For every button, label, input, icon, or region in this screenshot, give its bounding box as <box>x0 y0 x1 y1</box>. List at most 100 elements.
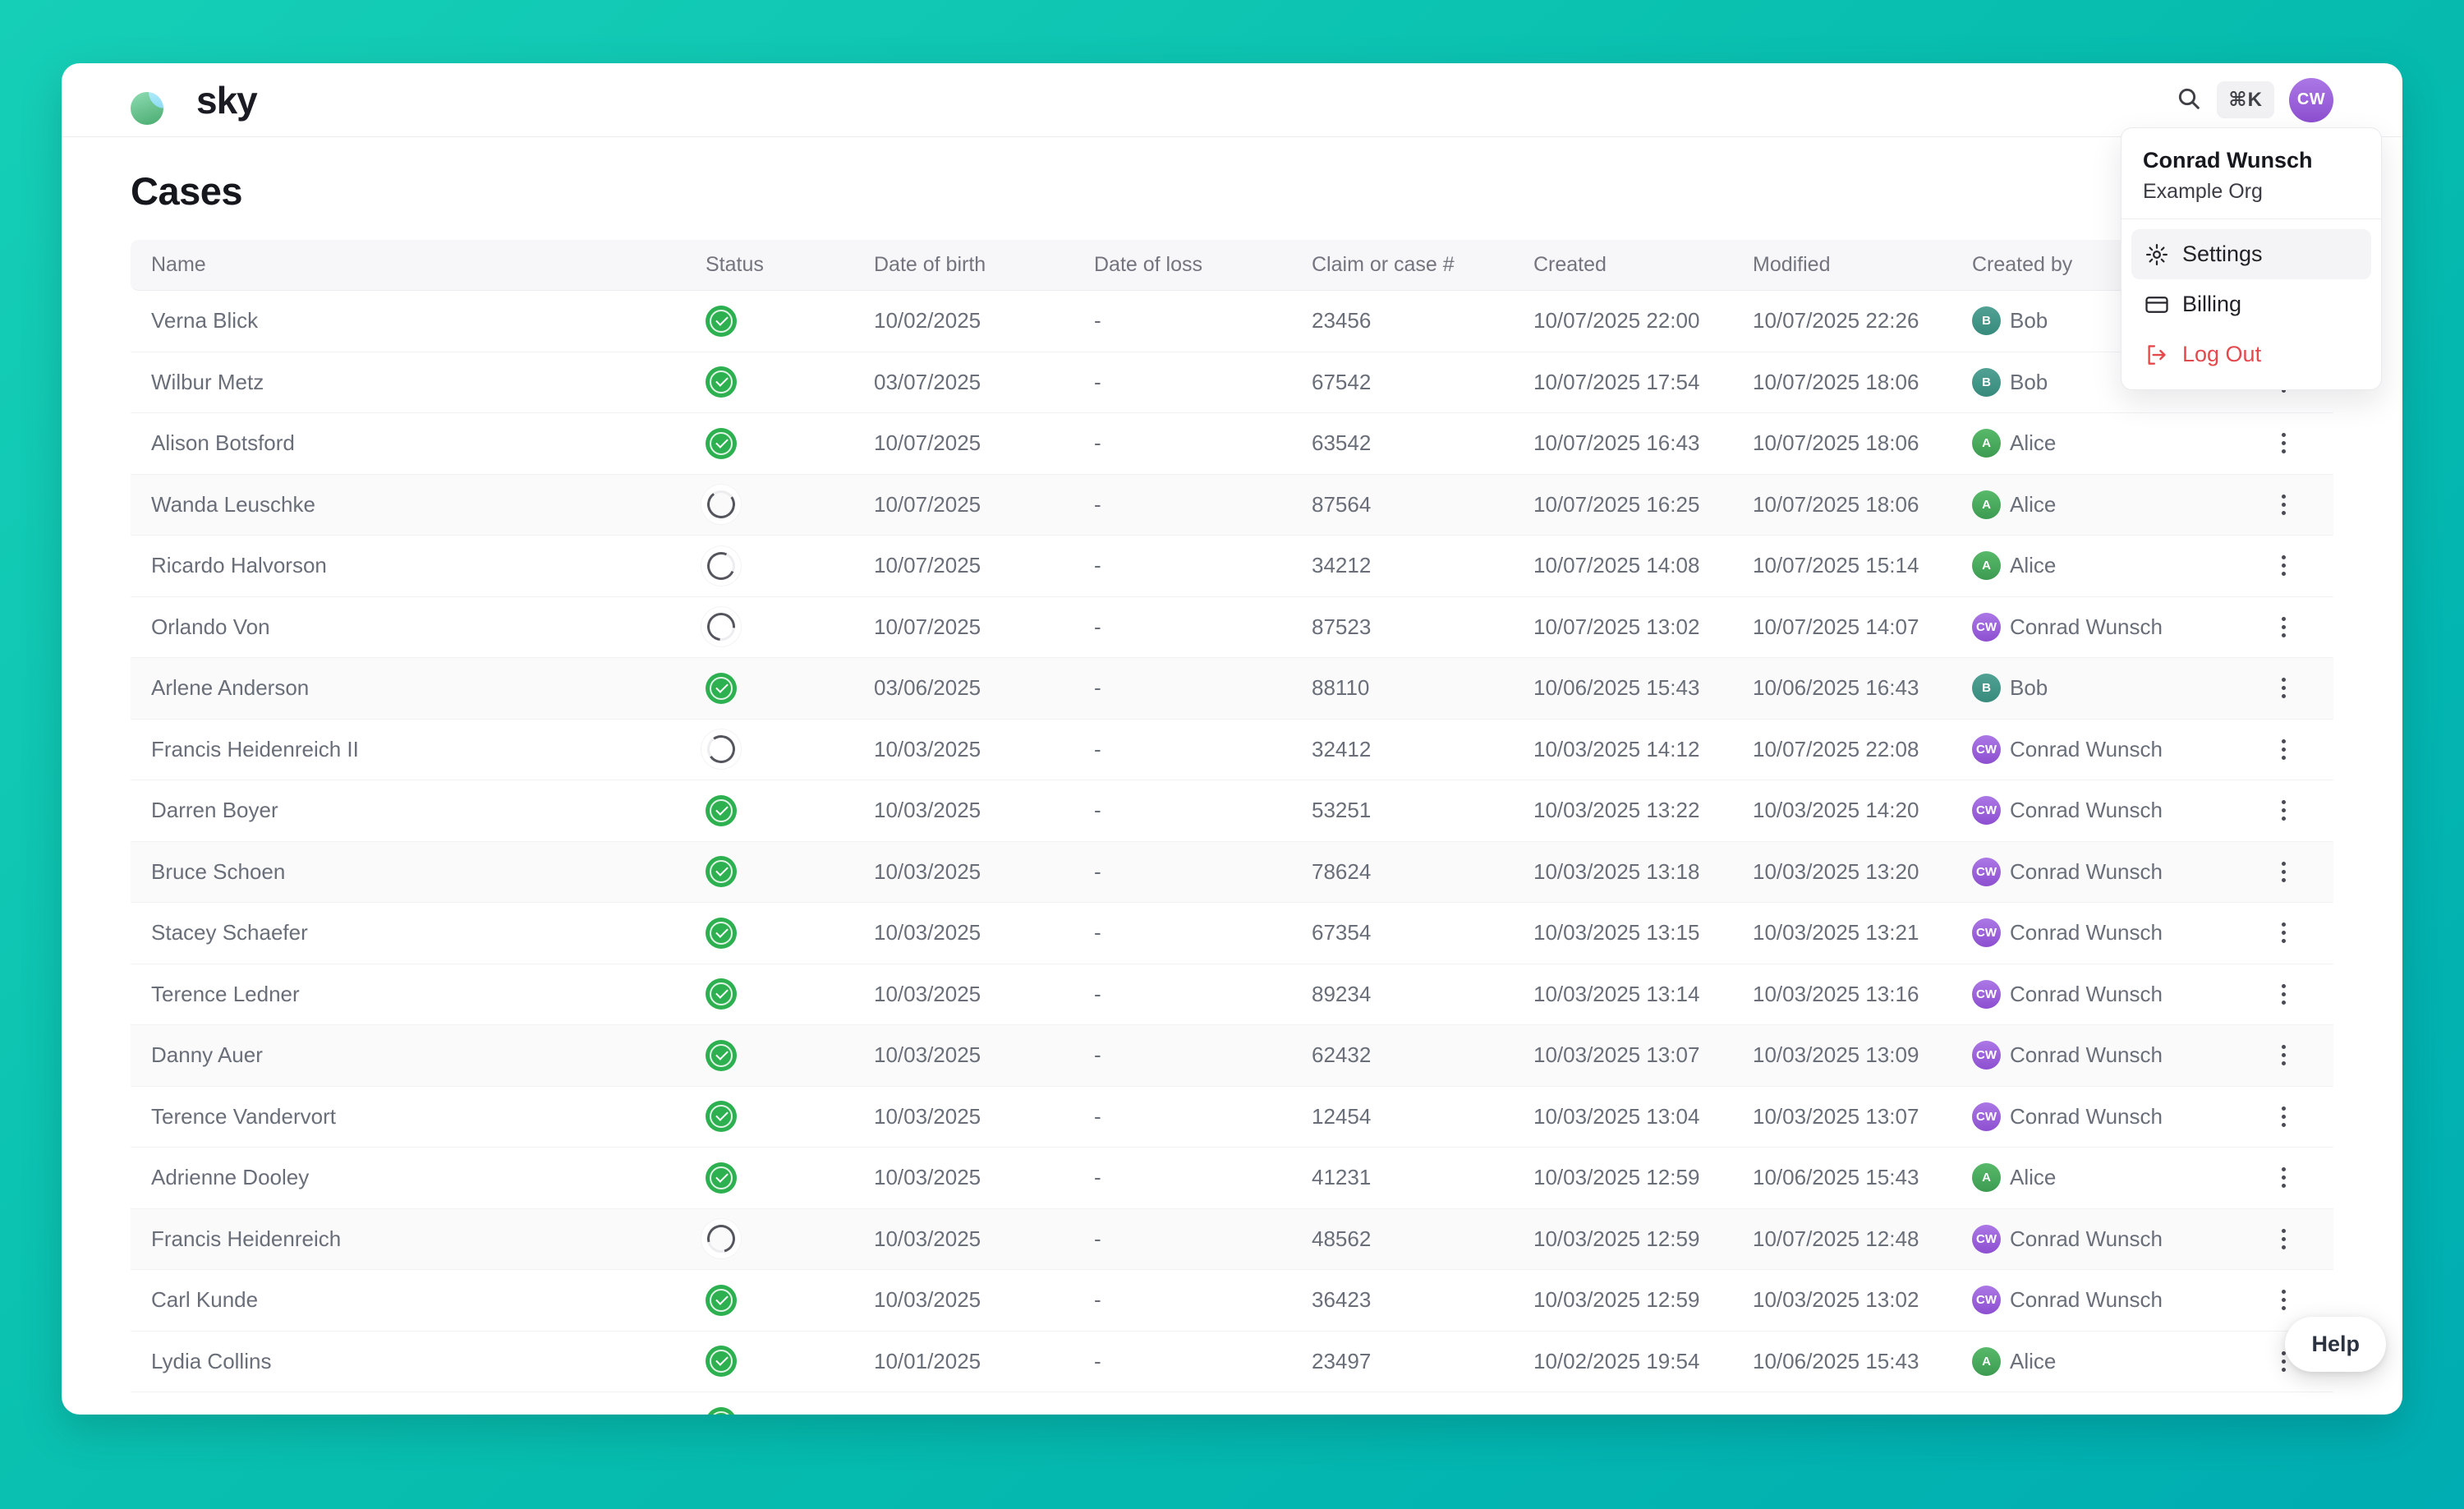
status-done-icon <box>706 1406 737 1415</box>
creator-avatar: B <box>1972 306 2001 336</box>
cell-created-by: CW Conrad Wunsch <box>1951 857 2233 886</box>
cell-status <box>685 672 853 704</box>
row-actions-button[interactable] <box>2273 1343 2294 1380</box>
search-shortcut-badge[interactable]: ⌘K <box>2217 81 2274 118</box>
cell-created-by: CW Conrad Wunsch <box>1951 1041 2233 1070</box>
cell-created: 10/03/2025 13:15 <box>1533 920 1700 945</box>
row-actions-button[interactable] <box>2273 914 2294 951</box>
table-row[interactable]: Lydia Collins 10/01/2025 - 23497 10/02/2025 … <box>131 1332 2333 1392</box>
search-button[interactable] <box>2176 85 2202 114</box>
cell-name: Alison Botsford <box>151 430 295 456</box>
creator-name: Conrad Wunsch <box>2010 736 2163 761</box>
cell-modified: 10/03/2025 13:02 <box>1753 1287 1919 1313</box>
table-row[interactable]: Carl Kunde 10/03/2025 - 36423 10/03/2025 12:… <box>131 1270 2333 1332</box>
cell-date-of-birth: 10/03/2025 <box>874 798 981 823</box>
cell-claim-number: 63542 <box>1312 430 1372 456</box>
cell-date-of-loss: - <box>1094 1165 1101 1190</box>
row-actions-button[interactable] <box>2273 1221 2294 1258</box>
row-actions-button[interactable] <box>2273 976 2294 1013</box>
table-row-partial[interactable] <box>131 1392 2333 1415</box>
table-row[interactable]: Bruce Schoen 10/03/2025 - 78624 10/03/2025 1… <box>131 841 2333 903</box>
table-row[interactable]: Ricardo Halvorson 10/07/2025 - 34212 10/07/2… <box>131 536 2333 597</box>
table-row[interactable]: Francis Heidenreich 10/03/2025 - 48562 10/03… <box>131 1208 2333 1270</box>
table-row[interactable]: Terence Ledner 10/03/2025 - 89234 10/03/2025… <box>131 964 2333 1025</box>
table-row[interactable]: Francis Heidenreich II 10/03/2025 - 32412 10… <box>131 720 2333 780</box>
cell-actions <box>2233 792 2333 829</box>
row-actions-button[interactable] <box>2273 1159 2294 1196</box>
row-actions-button[interactable] <box>2273 853 2294 890</box>
row-actions-button[interactable] <box>2273 792 2294 829</box>
creator-avatar: CW <box>1972 1041 2001 1070</box>
cell-created-by: B Bob <box>1951 306 2233 336</box>
cell-claim-number: 67354 <box>1312 920 1372 945</box>
page-title: Cases <box>131 169 243 213</box>
cell-created: 10/03/2025 14:12 <box>1533 736 1700 761</box>
creator-name: Bob <box>2010 675 2048 701</box>
user-name: Conrad Wunsch <box>2143 148 2313 173</box>
cell-claim-number: 89234 <box>1312 981 1372 1006</box>
row-actions-button[interactable] <box>2273 609 2294 646</box>
cell-date-of-loss: - <box>1094 858 1101 884</box>
cell-status <box>685 488 853 522</box>
cell-name: Terence Vandervort <box>151 1103 336 1129</box>
table-row[interactable]: Wanda Leuschke 10/07/2025 - 87564 10/07/2025… <box>131 474 2333 536</box>
cell-modified: 10/03/2025 13:16 <box>1753 981 1919 1006</box>
cell-created: 10/02/2025 19:54 <box>1533 1348 1700 1373</box>
cell-name: Darren Boyer <box>151 798 278 823</box>
cell-date-of-birth: 10/03/2025 <box>874 736 981 761</box>
status-done-icon <box>706 1346 737 1378</box>
creator-name: Conrad Wunsch <box>2010 798 2163 823</box>
cell-status <box>685 794 853 826</box>
table-row[interactable]: Arlene Anderson 03/06/2025 - 88110 10/06/202… <box>131 658 2333 720</box>
row-actions-button[interactable] <box>2273 1037 2294 1074</box>
row-actions-button[interactable] <box>2273 1281 2294 1318</box>
status-done-icon <box>706 366 737 398</box>
cell-modified: 10/07/2025 18:06 <box>1753 369 1919 394</box>
cell-created: 10/03/2025 12:59 <box>1533 1287 1700 1313</box>
table-row[interactable]: Terence Vandervort 10/03/2025 - 12454 10/03/… <box>131 1087 2333 1148</box>
cell-actions <box>2233 1221 2333 1258</box>
cell-date-of-loss: - <box>1094 981 1101 1006</box>
row-actions-button[interactable] <box>2273 486 2294 523</box>
cell-name: Wilbur Metz <box>151 369 264 394</box>
row-actions-button[interactable] <box>2273 425 2294 462</box>
cell-created-by: B Bob <box>1951 367 2233 397</box>
creator-avatar: CW <box>1972 734 2001 764</box>
table-row[interactable]: Wilbur Metz 03/07/2025 - 67542 10/07/2025 17… <box>131 352 2333 413</box>
row-actions-button[interactable] <box>2273 547 2294 584</box>
row-actions-button[interactable] <box>2273 669 2294 706</box>
status-done-icon <box>706 856 737 888</box>
row-actions-button[interactable] <box>2273 1098 2294 1135</box>
column-header-created: Created <box>1533 253 1607 276</box>
cell-actions <box>2233 1159 2333 1196</box>
row-actions-button[interactable] <box>2273 731 2294 768</box>
cell-modified: 10/03/2025 14:20 <box>1753 798 1919 823</box>
cell-name: Arlene Anderson <box>151 675 310 701</box>
table-row[interactable]: Stacey Schaefer 10/03/2025 - 67354 10/03/202… <box>131 903 2333 964</box>
menu-item-settings[interactable]: Settings <box>2131 229 2371 279</box>
cell-actions <box>2233 547 2333 584</box>
table-row[interactable]: Adrienne Dooley 10/03/2025 - 41231 10/03/202… <box>131 1148 2333 1209</box>
menu-item-billing[interactable]: Billing <box>2131 279 2371 329</box>
creator-avatar: CW <box>1972 796 2001 826</box>
cell-date-of-loss: - <box>1094 308 1101 334</box>
creator-avatar: A <box>1972 551 2001 581</box>
creator-name: Bob <box>2010 308 2048 334</box>
cell-actions <box>2233 914 2333 951</box>
cell-created: 10/07/2025 13:02 <box>1533 614 1700 639</box>
help-button[interactable]: Help <box>2285 1317 2386 1372</box>
table-row[interactable]: Danny Auer 10/03/2025 - 62432 10/03/2025 13:… <box>131 1025 2333 1087</box>
table-row[interactable]: Orlando Von 10/07/2025 - 87523 10/07/2025 13… <box>131 597 2333 658</box>
cell-date-of-loss: - <box>1094 736 1101 761</box>
menu-item-label: Billing <box>2182 292 2242 316</box>
status-processing-icon <box>705 733 738 766</box>
creator-name: Conrad Wunsch <box>2010 1103 2163 1129</box>
table-row[interactable]: Alison Botsford 10/07/2025 - 63542 10/07/202… <box>131 413 2333 475</box>
table-row[interactable]: Darren Boyer 10/03/2025 - 53251 10/03/2025 1… <box>131 780 2333 842</box>
table-row[interactable]: Verna Blick 10/02/2025 - 23456 10/07/2025 22… <box>131 291 2333 352</box>
menu-item-log-out[interactable]: Log Out <box>2131 329 2371 380</box>
creator-avatar: CW <box>1972 612 2001 642</box>
user-avatar-button[interactable]: CW <box>2289 77 2333 122</box>
cell-actions <box>2233 486 2333 523</box>
cell-status <box>685 305 853 337</box>
